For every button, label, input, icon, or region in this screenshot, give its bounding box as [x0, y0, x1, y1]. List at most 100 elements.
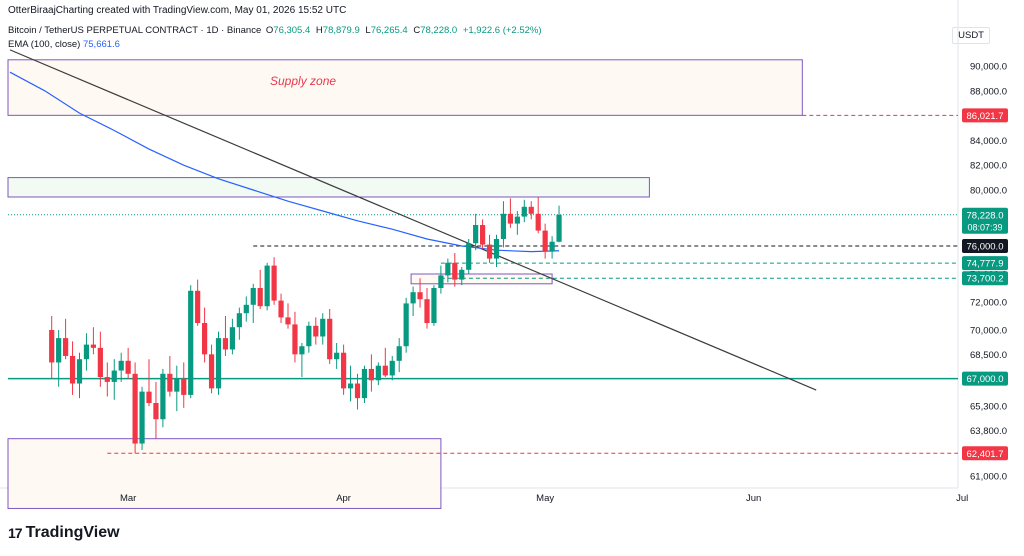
candle-body-58	[452, 262, 458, 280]
candle-body-9	[111, 370, 117, 382]
ohlc-close-label: C	[413, 25, 421, 36]
supply-zone-label: Supply zone	[270, 74, 337, 88]
price-chart[interactable]: 90,000.088,000.086,000.084,000.082,000.0…	[0, 0, 1024, 520]
candle-body-29	[250, 288, 256, 305]
candle-body-4	[76, 359, 83, 384]
candle-body-15	[153, 403, 159, 420]
candle-body-72	[549, 241, 555, 252]
candle-body-32	[271, 265, 277, 301]
candle-body-65	[500, 213, 507, 239]
zone-3	[7, 438, 442, 509]
zone-1	[7, 177, 650, 198]
candle-body-69	[528, 206, 534, 214]
candle-body-14	[146, 391, 152, 403]
price-label-4: 73,700.2	[967, 274, 1004, 285]
price-label-6: 62,401.7	[967, 449, 1004, 460]
candle-body-21	[195, 290, 201, 323]
y-tick-label-11: 68,500.0	[970, 350, 1007, 361]
x-tick-label-1: Apr	[336, 493, 351, 504]
x-tick-label-2: May	[536, 493, 554, 504]
currency-selector[interactable]: USDT	[952, 27, 990, 44]
candle-body-26	[229, 327, 235, 350]
candle-body-68	[521, 206, 527, 217]
candle-body-51	[403, 303, 409, 347]
tradingview-brand: 17 TradingView	[8, 524, 120, 542]
candle-body-31	[264, 265, 270, 307]
candle-body-33	[278, 300, 284, 318]
candle-body-18	[174, 378, 180, 392]
candle-body-61	[473, 225, 479, 244]
candle-body-28	[243, 304, 249, 314]
candle-body-59	[459, 269, 465, 280]
candle-body-45	[361, 368, 368, 399]
y-tick-label-3: 84,000.0	[970, 136, 1007, 147]
ohlc-high: 78,879.9	[322, 25, 360, 36]
candle-body-43	[347, 383, 354, 389]
zone-2	[410, 273, 553, 285]
price-label-1: 78,228.0	[967, 210, 1004, 221]
y-tick-label-14: 63,800.0	[970, 426, 1007, 437]
candle-body-46	[368, 368, 374, 381]
tradingview-logo-icon: 17	[8, 525, 23, 541]
price-label-bg-6	[962, 446, 1008, 461]
candle-body-42	[341, 352, 347, 389]
candle-body-36	[299, 346, 305, 355]
y-tick-label-5: 80,000.0	[970, 186, 1007, 197]
candle-body-73	[556, 214, 562, 242]
ema-legend: EMA (100, close) 75,661.6	[8, 39, 120, 50]
candle-body-23	[208, 354, 215, 389]
price-label-bg-4	[962, 271, 1008, 286]
candle-body-12	[132, 373, 138, 444]
candle-body-20	[188, 290, 194, 395]
candle-body-49	[389, 360, 395, 376]
ema-value: 75,661.6	[82, 39, 120, 50]
y-tick-label-1: 88,000.0	[970, 86, 1007, 97]
price-label-5: 67,000.0	[967, 374, 1004, 385]
symbol-legend: Bitcoin / TetherUS PERPETUAL CONTRACT · …	[8, 25, 545, 36]
candle-body-19	[181, 378, 187, 395]
candle-body-53	[417, 292, 423, 300]
candle-body-6	[90, 344, 96, 348]
candle-body-8	[104, 377, 110, 382]
price-label-2: 76,000.0	[967, 242, 1004, 253]
y-tick-label-10: 70,000.0	[970, 326, 1007, 337]
x-tick-label-3: Jun	[746, 493, 761, 504]
y-tick-label-16: 61,000.0	[970, 472, 1007, 483]
x-tick-label-0: Mar	[120, 493, 136, 504]
ohlc-high-label: H	[315, 25, 323, 36]
candle-body-55	[431, 288, 437, 323]
candle-body-13	[139, 391, 145, 444]
ohlc-low: 76,265.4	[370, 25, 408, 36]
candle-body-30	[257, 288, 263, 307]
price-label-bg-0	[962, 108, 1008, 123]
y-tick-label-4: 82,000.0	[970, 161, 1007, 172]
candle-body-7	[97, 347, 103, 378]
candle-body-63	[486, 244, 493, 259]
candle-body-17	[167, 373, 173, 392]
candle-body-34	[285, 317, 291, 325]
y-tick-label-13: 65,300.0	[970, 402, 1007, 413]
brand-name: TradingView	[25, 524, 120, 541]
ohlc-close: 78,228.0	[420, 25, 458, 36]
candle-body-35	[292, 324, 298, 355]
candle-body-25	[222, 338, 229, 350]
zone-0	[7, 59, 803, 116]
ohlc-change: +1,922.6 (+2.52%)	[462, 25, 542, 36]
candle-body-11	[125, 360, 131, 374]
candle-body-1	[56, 338, 62, 363]
ohlc-open-label: O	[265, 25, 274, 36]
candle-body-70	[535, 213, 541, 231]
trendline	[9, 49, 817, 391]
ohlc-low-label: L	[365, 25, 371, 36]
candle-body-48	[382, 365, 388, 376]
price-label-bg-2	[962, 239, 1008, 253]
candle-body-0	[49, 330, 55, 363]
ema-label: EMA (100, close)	[8, 39, 81, 50]
candle-body-44	[354, 383, 361, 399]
candle-body-67	[514, 216, 520, 224]
candle-body-41	[334, 352, 340, 360]
price-label-bg-5	[962, 371, 1008, 386]
y-tick-label-0: 90,000.0	[970, 62, 1007, 73]
candle-body-71	[542, 230, 548, 252]
candle-body-64	[493, 239, 500, 259]
